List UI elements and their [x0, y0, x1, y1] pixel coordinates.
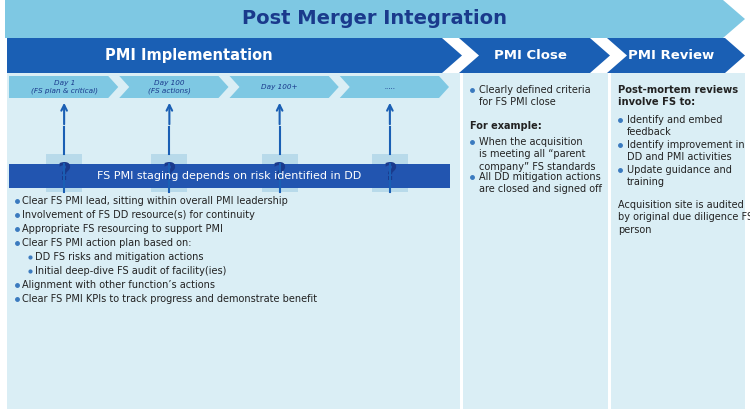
Text: Post Merger Integration: Post Merger Integration: [242, 9, 508, 29]
Text: Initial deep-dive FS audit of facility(ies): Initial deep-dive FS audit of facility(i…: [35, 266, 226, 276]
Text: Clear FS PMI KPIs to track progress and demonstrate benefit: Clear FS PMI KPIs to track progress and …: [22, 294, 317, 304]
Text: For example:: For example:: [470, 121, 542, 131]
Text: Day 1
(FS plan & critical): Day 1 (FS plan & critical): [31, 80, 98, 94]
Bar: [460, 73, 463, 409]
Text: ?: ?: [383, 161, 397, 185]
Bar: [610, 73, 745, 409]
Bar: [608, 73, 611, 409]
Text: PMI Review: PMI Review: [628, 49, 715, 62]
Bar: [262, 154, 298, 192]
Text: FS PMI staging depends on risk identified in DD: FS PMI staging depends on risk identifie…: [98, 171, 362, 181]
Bar: [462, 73, 608, 409]
Polygon shape: [119, 76, 229, 98]
Bar: [9, 164, 450, 188]
Text: Clear FS PMI lead, sitting within overall PMI leadership: Clear FS PMI lead, sitting within overal…: [22, 196, 288, 206]
Polygon shape: [230, 76, 339, 98]
Text: Identify and embed
feedback: Identify and embed feedback: [627, 115, 722, 137]
Text: Day 100
(FS actions): Day 100 (FS actions): [148, 80, 190, 94]
Polygon shape: [9, 76, 118, 98]
Text: PMI Implementation: PMI Implementation: [105, 48, 273, 63]
Text: Involvement of FS DD resource(s) for continuity: Involvement of FS DD resource(s) for con…: [22, 210, 255, 220]
Text: ?: ?: [163, 161, 176, 185]
Text: ?: ?: [57, 161, 71, 185]
Text: ?: ?: [273, 161, 286, 185]
Polygon shape: [340, 76, 449, 98]
Text: Update guidance and
training: Update guidance and training: [627, 165, 732, 187]
Text: Acquisition site is audited
by original due diligence FS
person: Acquisition site is audited by original …: [618, 200, 750, 235]
Text: DD FS risks and mitigation actions: DD FS risks and mitigation actions: [35, 252, 203, 262]
Text: All DD mitigation actions
are closed and signed off: All DD mitigation actions are closed and…: [479, 172, 602, 194]
Text: .....: .....: [384, 84, 395, 90]
Text: When the acquisition
is meeting all “parent
company” FS standards: When the acquisition is meeting all “par…: [479, 137, 596, 172]
Text: Day 100+: Day 100+: [261, 84, 298, 90]
Text: Appropriate FS resourcing to support PMI: Appropriate FS resourcing to support PMI: [22, 224, 223, 234]
Polygon shape: [607, 38, 745, 73]
Polygon shape: [5, 0, 745, 38]
Bar: [372, 154, 408, 192]
Text: Identify improvement in
DD and PMI activities: Identify improvement in DD and PMI activ…: [627, 140, 745, 162]
Polygon shape: [7, 38, 462, 73]
Text: Clearly defined criteria
for FS PMI close: Clearly defined criteria for FS PMI clos…: [479, 85, 591, 108]
Text: Clear FS PMI action plan based on:: Clear FS PMI action plan based on:: [22, 238, 191, 248]
Text: Alignment with other function’s actions: Alignment with other function’s actions: [22, 280, 215, 290]
Bar: [152, 154, 188, 192]
Bar: [7, 73, 460, 409]
Text: Post-mortem reviews
involve FS to:: Post-mortem reviews involve FS to:: [618, 85, 738, 108]
Text: PMI Close: PMI Close: [494, 49, 566, 62]
Polygon shape: [459, 38, 610, 73]
Bar: [46, 154, 82, 192]
